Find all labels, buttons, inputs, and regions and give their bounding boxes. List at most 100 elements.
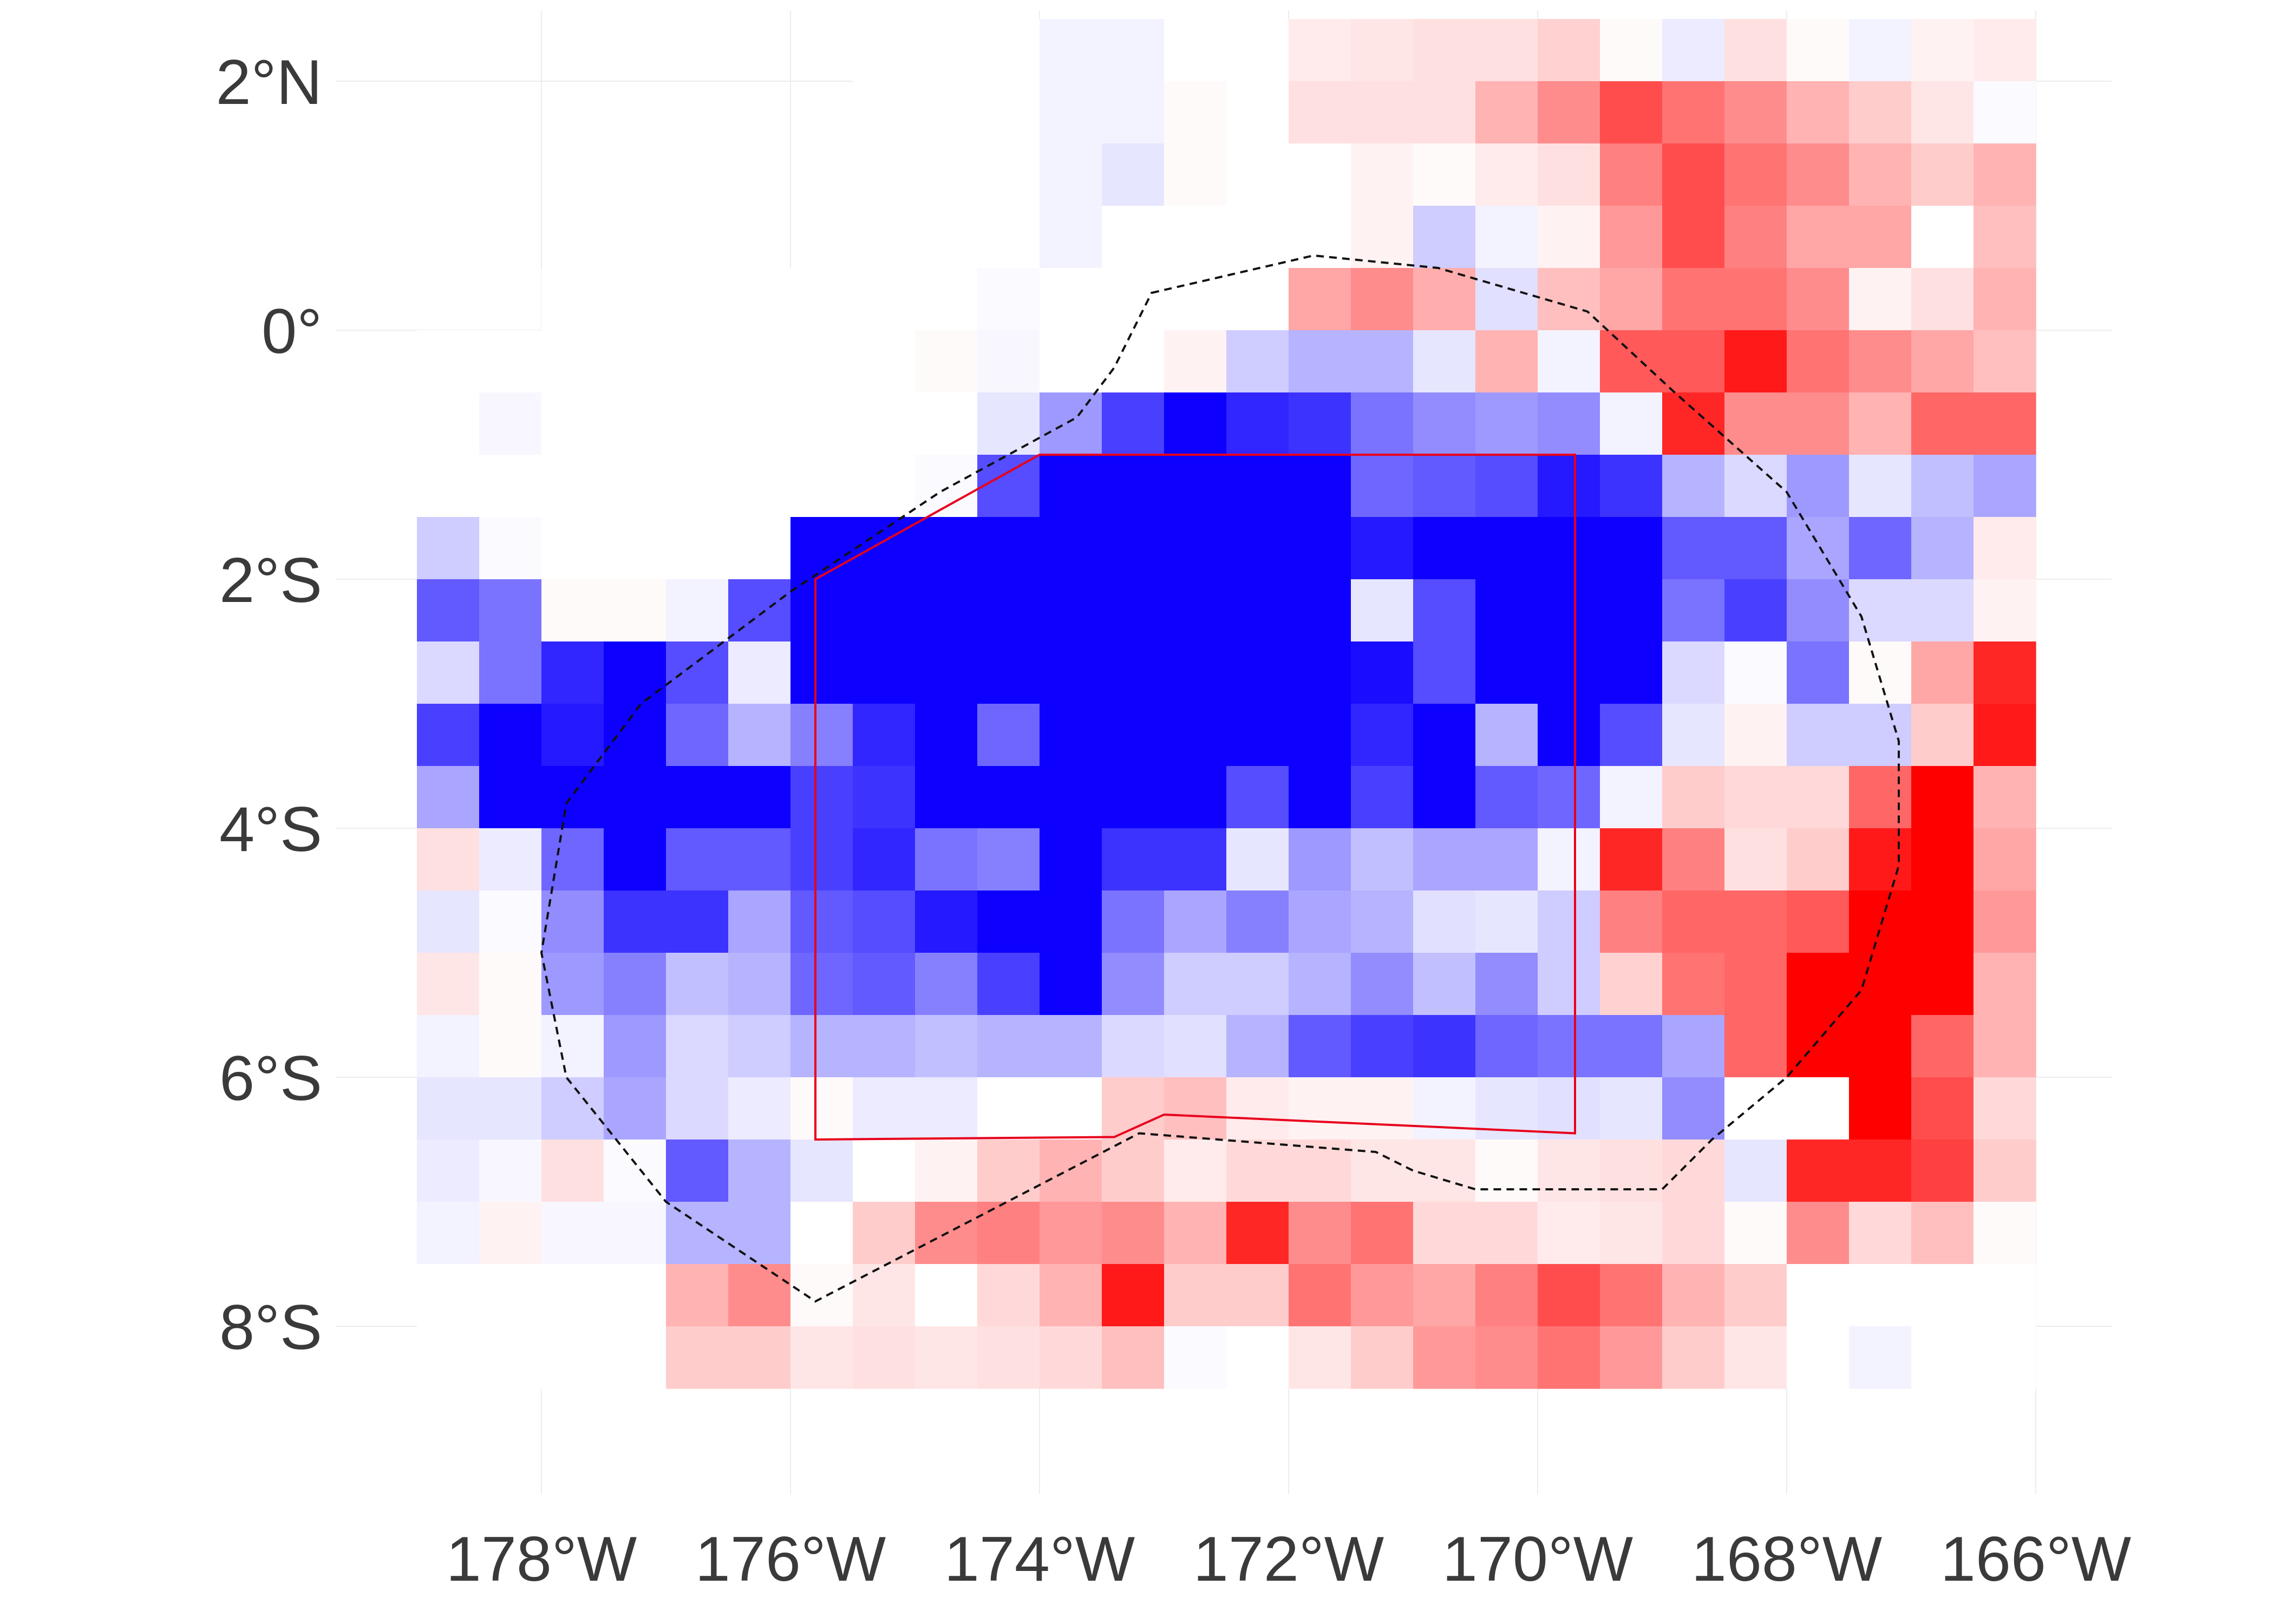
- heatmap-cell: [1475, 206, 1538, 269]
- heatmap-cell: [1164, 455, 1227, 518]
- heatmap-cell: [1102, 890, 1165, 953]
- heatmap-cell: [1351, 1264, 1414, 1327]
- heatmap-cell: [1724, 828, 1787, 891]
- heatmap-cell: [790, 704, 853, 767]
- heatmap-cell: [790, 641, 853, 704]
- heatmap-cell: [541, 1202, 604, 1265]
- heatmap-cell: [853, 1202, 916, 1265]
- heatmap-cell: [915, 766, 978, 829]
- heatmap-cell: [1849, 330, 1912, 393]
- heatmap-cell: [1974, 828, 2036, 891]
- heatmap-cell: [790, 455, 853, 518]
- heatmap-cell: [541, 330, 604, 393]
- heatmap-cell: [666, 1140, 729, 1202]
- heatmap-cell: [1351, 766, 1414, 829]
- heatmap-cell: [728, 268, 791, 331]
- heatmap-cell: [1538, 517, 1600, 580]
- heatmap-cell: [1787, 330, 1850, 393]
- heatmap-cell: [1849, 81, 1912, 144]
- heatmap-cell: [1164, 828, 1227, 891]
- heatmap-cell: [1289, 1264, 1351, 1327]
- lon-tick-label: 170°W: [1442, 1523, 1633, 1594]
- heatmap-cell: [1662, 1015, 1725, 1078]
- heatmap-cell: [1724, 81, 1787, 144]
- heatmap-cell: [1600, 953, 1663, 1016]
- heatmap-cell: [977, 579, 1040, 642]
- heatmap-cell: [1226, 1077, 1289, 1140]
- heatmap-cell: [1040, 953, 1102, 1016]
- heatmap-cell: [853, 1264, 916, 1327]
- heatmap-cell: [479, 1077, 542, 1140]
- heatmap-cell: [977, 81, 1040, 144]
- heatmap-cell: [541, 392, 604, 455]
- heatmap-cell: [666, 579, 729, 642]
- lon-tick-label: 176°W: [695, 1523, 886, 1594]
- heatmap-cell: [1413, 19, 1476, 82]
- heatmap-cell: [1164, 1264, 1227, 1327]
- heatmap-cell: [853, 268, 916, 331]
- heatmap-cell: [1974, 330, 2036, 393]
- heatmap-cell: [977, 641, 1040, 704]
- heatmap-cell: [1974, 953, 2036, 1016]
- heatmap-cell: [1040, 1326, 1102, 1389]
- heatmap-cell: [417, 766, 480, 829]
- heatmap-cell: [1911, 1264, 1974, 1327]
- heatmap-cell: [1787, 890, 1850, 953]
- heatmap-cell: [1600, 19, 1663, 82]
- heatmap-cell: [1662, 828, 1725, 891]
- heatmap-cell: [479, 392, 542, 455]
- heatmap-cell: [1600, 330, 1663, 393]
- heatmap-cell: [1849, 19, 1912, 82]
- heatmap-cell: [1849, 828, 1912, 891]
- heatmap-cell: [604, 517, 666, 580]
- heatmap-cell: [1662, 1202, 1725, 1265]
- heatmap-cell: [853, 1326, 916, 1389]
- heatmap-cell: [728, 1202, 791, 1265]
- heatmap-cell: [1040, 81, 1102, 144]
- heatmap-cell: [1662, 1140, 1725, 1202]
- heatmap-cell: [1724, 579, 1787, 642]
- heatmap-cell: [1164, 1202, 1227, 1265]
- heatmap-cell: [1787, 206, 1850, 269]
- heatmap-cell: [1413, 206, 1476, 269]
- heatmap-cell: [1040, 455, 1102, 518]
- heatmap-cell: [1226, 953, 1289, 1016]
- heatmap-cell: [1102, 1015, 1165, 1078]
- heatmap-cell: [915, 455, 978, 518]
- heatmap-cell: [417, 1202, 480, 1265]
- heatmap-cell: [1351, 143, 1414, 206]
- heatmap-cell: [666, 1326, 729, 1389]
- heatmap-cell: [915, 268, 978, 331]
- heatmap-cell: [1040, 268, 1102, 331]
- heatmap-cell: [1911, 766, 1974, 829]
- heatmap-cell: [541, 704, 604, 767]
- heatmap-cell: [479, 1202, 542, 1265]
- heatmap-cell: [728, 641, 791, 704]
- heatmap-cell: [977, 1140, 1040, 1202]
- heatmap-cell: [1289, 828, 1351, 891]
- heatmap-cell: [1351, 19, 1414, 82]
- heatmap-cell: [1164, 392, 1227, 455]
- heatmap-cell: [728, 455, 791, 518]
- heatmap-cell: [1289, 1326, 1351, 1389]
- heatmap-cell: [666, 641, 729, 704]
- heatmap-cell: [417, 579, 480, 642]
- heatmap-cell: [1102, 1202, 1165, 1265]
- lat-tick-label: 4°S: [219, 794, 322, 865]
- heatmap-cell: [1040, 828, 1102, 891]
- heatmap-cell: [1724, 392, 1787, 455]
- heatmap-cell: [1538, 890, 1600, 953]
- heatmap-cell: [1351, 81, 1414, 144]
- heatmap-cell: [1289, 953, 1351, 1016]
- heatmap-cell: [915, 1077, 978, 1140]
- heatmap-cell: [1600, 455, 1663, 518]
- lon-tick-label: 172°W: [1193, 1523, 1384, 1594]
- heatmap-cell: [1911, 455, 1974, 518]
- heatmap-cell: [915, 330, 978, 393]
- lat-tick-label: 6°S: [219, 1043, 322, 1114]
- heatmap-cell: [1413, 828, 1476, 891]
- heatmap-cell: [1662, 268, 1725, 331]
- heatmap-cell: [1849, 1140, 1912, 1202]
- heatmap-cell: [1164, 890, 1227, 953]
- heatmap-cell: [1662, 1326, 1725, 1389]
